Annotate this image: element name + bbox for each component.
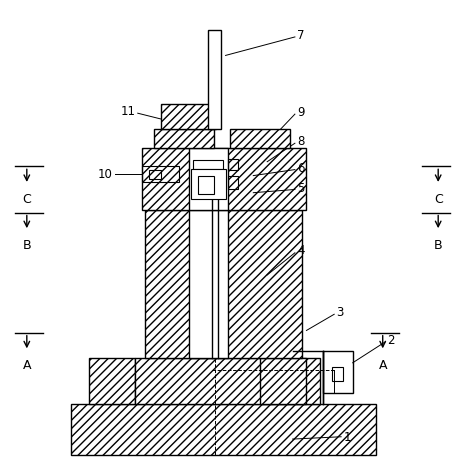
Bar (161, 104, 216, 129)
Bar (189, 148, 228, 210)
Bar (208, 30, 221, 129)
Bar (323, 351, 352, 393)
Text: 8: 8 (297, 135, 305, 149)
Text: 4: 4 (297, 245, 305, 258)
Text: A: A (379, 359, 387, 372)
Bar (71, 405, 376, 455)
Bar (228, 159, 238, 169)
Text: 6: 6 (297, 162, 305, 175)
Bar (260, 358, 306, 405)
Text: 2: 2 (387, 334, 395, 347)
Bar (135, 358, 320, 405)
Bar (332, 367, 344, 381)
Bar (189, 210, 228, 358)
Bar (89, 358, 135, 405)
Text: 10: 10 (98, 168, 113, 181)
Bar (193, 160, 223, 169)
Text: 7: 7 (297, 29, 305, 42)
Bar (149, 169, 161, 179)
Bar (228, 176, 238, 189)
Bar (230, 129, 290, 148)
Text: C: C (22, 193, 31, 206)
Bar (145, 210, 302, 358)
Text: B: B (434, 239, 443, 252)
Text: 11: 11 (120, 105, 135, 119)
Text: 9: 9 (297, 106, 305, 119)
Text: A: A (23, 359, 31, 372)
Text: B: B (22, 239, 31, 252)
Text: 5: 5 (297, 182, 305, 195)
Text: C: C (434, 193, 443, 206)
Text: 3: 3 (337, 307, 344, 319)
Text: 1: 1 (344, 431, 351, 444)
Bar (142, 166, 179, 182)
Bar (154, 129, 214, 148)
Bar (142, 148, 306, 210)
Bar (198, 176, 214, 194)
Bar (191, 169, 226, 198)
